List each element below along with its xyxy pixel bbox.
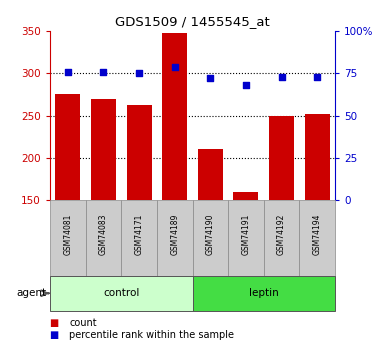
Text: GSM74081: GSM74081 bbox=[64, 214, 72, 255]
Point bbox=[136, 71, 142, 76]
Point bbox=[243, 82, 249, 88]
Point bbox=[65, 69, 71, 75]
Text: GSM74192: GSM74192 bbox=[277, 214, 286, 255]
Bar bbox=[162, 33, 187, 200]
Point bbox=[278, 74, 285, 79]
Bar bbox=[127, 105, 152, 200]
Bar bbox=[233, 192, 258, 200]
Text: leptin: leptin bbox=[249, 288, 279, 298]
Bar bbox=[305, 114, 330, 200]
Point bbox=[207, 76, 213, 81]
Text: ■: ■ bbox=[49, 331, 59, 340]
Text: agent: agent bbox=[16, 288, 46, 298]
Text: percentile rank within the sample: percentile rank within the sample bbox=[69, 331, 234, 340]
Text: GSM74171: GSM74171 bbox=[135, 214, 144, 255]
Text: count: count bbox=[69, 318, 97, 327]
Text: GSM74190: GSM74190 bbox=[206, 214, 215, 255]
Bar bbox=[198, 149, 223, 200]
Point bbox=[172, 64, 178, 69]
Text: GSM74191: GSM74191 bbox=[241, 214, 250, 255]
Text: GSM74194: GSM74194 bbox=[313, 214, 321, 255]
Text: GSM74083: GSM74083 bbox=[99, 214, 108, 255]
Title: GDS1509 / 1455545_at: GDS1509 / 1455545_at bbox=[115, 16, 270, 29]
Point bbox=[100, 69, 107, 75]
Bar bbox=[269, 116, 294, 200]
Text: GSM74189: GSM74189 bbox=[170, 214, 179, 255]
Point bbox=[314, 74, 320, 79]
Text: control: control bbox=[103, 288, 139, 298]
Bar bbox=[91, 99, 116, 200]
Text: ■: ■ bbox=[49, 318, 59, 327]
Bar bbox=[55, 95, 80, 200]
